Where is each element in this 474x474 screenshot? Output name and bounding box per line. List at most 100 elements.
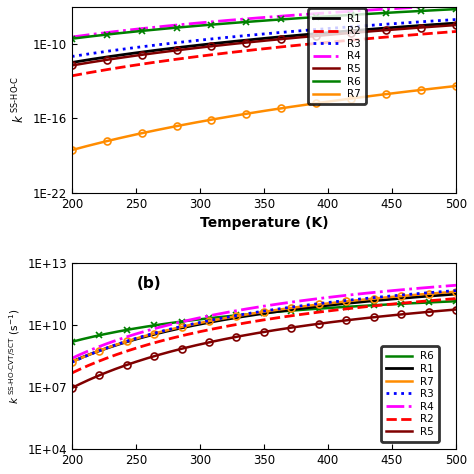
Line: R2: R2 (72, 31, 456, 76)
R5 (69, 63, 74, 68)
Line: R1: R1 (72, 294, 456, 362)
Y-axis label: $k^{\rm\ SS\text{-}HO\text{-}C}$: $k^{\rm\ SS\text{-}HO\text{-}C}$ (10, 76, 27, 123)
R2 (69, 73, 74, 79)
R2 (393, 301, 399, 307)
R7 (393, 90, 399, 96)
R2 (69, 370, 74, 376)
R5 (298, 35, 303, 40)
R5 (393, 312, 399, 318)
R7 (296, 304, 302, 310)
R5 (298, 323, 303, 329)
R3 (298, 28, 303, 34)
R6 (296, 15, 302, 21)
R3 (69, 359, 74, 365)
R1 (393, 25, 399, 30)
R6 (70, 36, 76, 41)
R2 (70, 73, 76, 78)
R4 (453, 283, 459, 288)
R3 (393, 21, 399, 27)
R6 (70, 339, 76, 345)
R2 (453, 28, 459, 34)
R2 (298, 42, 303, 48)
R6 (69, 36, 74, 42)
R3 (70, 359, 76, 365)
R6 (453, 6, 459, 12)
R4 (70, 34, 76, 40)
R2 (453, 296, 459, 301)
R7 (296, 103, 302, 109)
R5 (417, 310, 423, 316)
R2 (393, 33, 399, 39)
R3 (304, 302, 310, 308)
R4 (393, 288, 399, 293)
Line: R3: R3 (72, 19, 456, 56)
R5 (453, 22, 459, 28)
R1 (69, 359, 74, 365)
R5 (70, 384, 76, 390)
R1 (70, 59, 76, 65)
R7 (417, 87, 423, 93)
R2 (296, 312, 302, 318)
R3 (417, 19, 423, 25)
R4 (69, 356, 74, 361)
R4 (417, 285, 423, 291)
R5 (296, 324, 302, 329)
R3 (304, 27, 310, 33)
R1 (298, 32, 303, 38)
R7 (304, 102, 310, 108)
Line: R6: R6 (72, 301, 456, 342)
R5 (393, 27, 399, 32)
Text: (b): (b) (137, 275, 162, 291)
Line: R4: R4 (72, 285, 456, 358)
R3 (453, 288, 459, 293)
R1 (296, 32, 302, 38)
R3 (453, 17, 459, 22)
R7 (70, 359, 76, 365)
R4 (296, 298, 302, 304)
R1 (304, 305, 310, 310)
R4 (453, 2, 459, 8)
Line: R1: R1 (72, 23, 456, 63)
X-axis label: Temperature (K): Temperature (K) (200, 216, 328, 230)
R5 (304, 34, 310, 39)
Line: R7: R7 (72, 86, 456, 150)
Legend: R6, R1, R7, R3, R4, R2, R5: R6, R1, R7, R3, R4, R2, R5 (381, 346, 439, 442)
R4 (296, 12, 302, 18)
R2 (296, 42, 302, 48)
Y-axis label: $k^{\rm\ SS\text{-}HO\text{-}CVT/SCT}\ \rm(s^{-1})$: $k^{\rm\ SS\text{-}HO\text{-}CVT/SCT}\ \… (7, 309, 22, 404)
R7 (298, 304, 303, 310)
R3 (296, 28, 302, 34)
R7 (70, 147, 76, 153)
Legend: R1, R2, R3, R4, R5, R6, R7: R1, R2, R3, R4, R5, R6, R7 (308, 9, 366, 104)
R5 (69, 385, 74, 391)
Line: R4: R4 (72, 5, 456, 37)
R6 (296, 307, 302, 313)
R5 (417, 25, 423, 30)
Line: R7: R7 (72, 292, 456, 362)
R6 (304, 15, 310, 20)
R3 (70, 54, 76, 59)
R4 (69, 34, 74, 40)
R7 (69, 147, 74, 153)
R7 (304, 303, 310, 309)
R5 (70, 63, 76, 68)
Line: R3: R3 (72, 291, 456, 362)
R6 (298, 15, 303, 21)
R1 (453, 291, 459, 297)
R6 (304, 307, 310, 312)
Line: R6: R6 (72, 9, 456, 39)
R3 (69, 54, 74, 59)
R7 (298, 102, 303, 108)
R3 (417, 291, 423, 296)
R1 (393, 296, 399, 301)
Line: R2: R2 (72, 299, 456, 373)
R6 (417, 300, 423, 306)
R1 (70, 358, 76, 364)
Line: R5: R5 (72, 25, 456, 65)
R6 (393, 9, 399, 15)
R1 (417, 23, 423, 28)
R2 (70, 370, 76, 375)
R7 (417, 292, 423, 297)
R4 (304, 11, 310, 17)
R3 (296, 303, 302, 309)
